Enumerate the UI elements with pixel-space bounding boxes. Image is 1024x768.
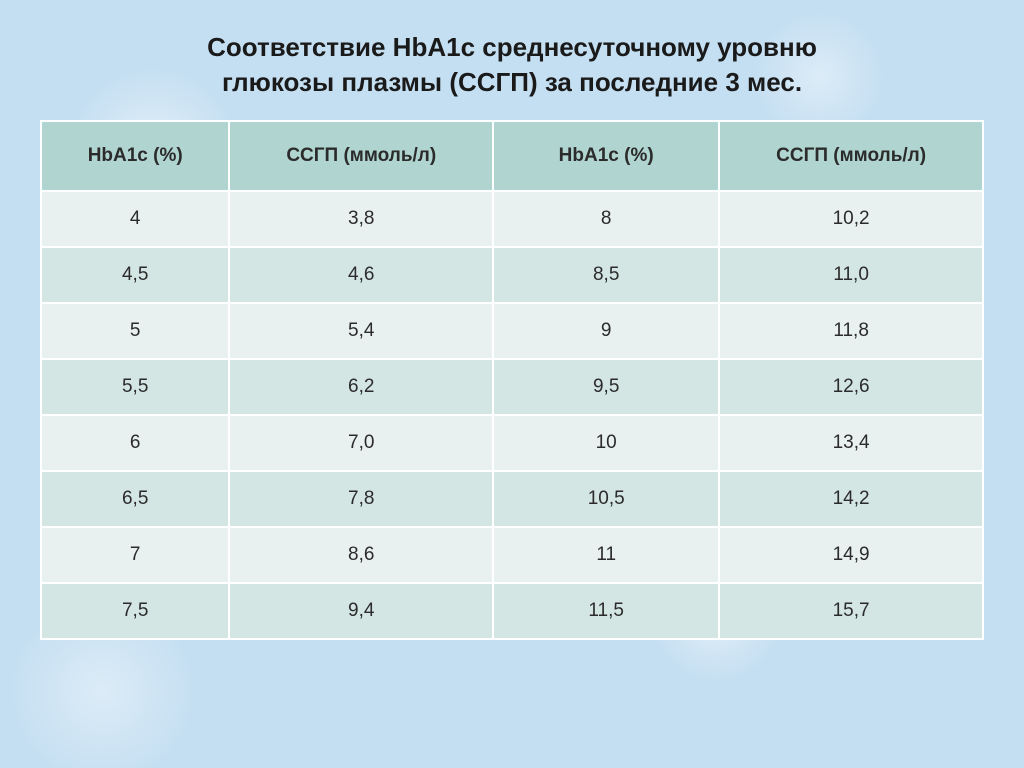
cell: 5 [41,303,229,359]
cell: 8,5 [493,247,719,303]
cell: 7 [41,527,229,583]
table-row: 7 8,6 11 14,9 [41,527,983,583]
cell: 9 [493,303,719,359]
cell: 14,2 [719,471,983,527]
table-row: 6 7,0 10 13,4 [41,415,983,471]
table-row: 6,5 7,8 10,5 14,2 [41,471,983,527]
table-body: 4 3,8 8 10,2 4,5 4,6 8,5 11,0 5 5,4 9 11… [41,191,983,639]
title-line-1: Соответствие HbA1c среднесуточному уровн… [207,32,817,62]
cell: 4,6 [229,247,493,303]
cell: 6,2 [229,359,493,415]
cell: 4 [41,191,229,247]
cell: 7,8 [229,471,493,527]
cell: 9,4 [229,583,493,639]
cell: 8 [493,191,719,247]
slide-title: Соответствие HbA1c среднесуточному уровн… [177,30,847,100]
cell: 5,5 [41,359,229,415]
table-row: 5,5 6,2 9,5 12,6 [41,359,983,415]
cell: 9,5 [493,359,719,415]
cell: 14,9 [719,527,983,583]
table-row: 4,5 4,6 8,5 11,0 [41,247,983,303]
table-row: 7,5 9,4 11,5 15,7 [41,583,983,639]
cell: 10,5 [493,471,719,527]
header-cell: ССГП (ммоль/л) [719,121,983,191]
cell: 4,5 [41,247,229,303]
header-cell: ССГП (ммоль/л) [229,121,493,191]
cell: 6 [41,415,229,471]
table-head: HbA1c (%) ССГП (ммоль/л) HbA1c (%) ССГП … [41,121,983,191]
header-row: HbA1c (%) ССГП (ммоль/л) HbA1c (%) ССГП … [41,121,983,191]
cell: 10 [493,415,719,471]
cell: 7,5 [41,583,229,639]
cell: 15,7 [719,583,983,639]
cell: 13,4 [719,415,983,471]
title-line-2: глюкозы плазмы (ССГП) за последние 3 мес… [222,67,802,97]
header-cell: HbA1c (%) [41,121,229,191]
table-row: 4 3,8 8 10,2 [41,191,983,247]
cell: 6,5 [41,471,229,527]
cell: 12,6 [719,359,983,415]
header-cell: HbA1c (%) [493,121,719,191]
cell: 8,6 [229,527,493,583]
hba1c-table: HbA1c (%) ССГП (ммоль/л) HbA1c (%) ССГП … [40,120,984,640]
cell: 11 [493,527,719,583]
cell: 11,5 [493,583,719,639]
cell: 11,8 [719,303,983,359]
cell: 7,0 [229,415,493,471]
cell: 11,0 [719,247,983,303]
cell: 5,4 [229,303,493,359]
cell: 10,2 [719,191,983,247]
table-row: 5 5,4 9 11,8 [41,303,983,359]
cell: 3,8 [229,191,493,247]
